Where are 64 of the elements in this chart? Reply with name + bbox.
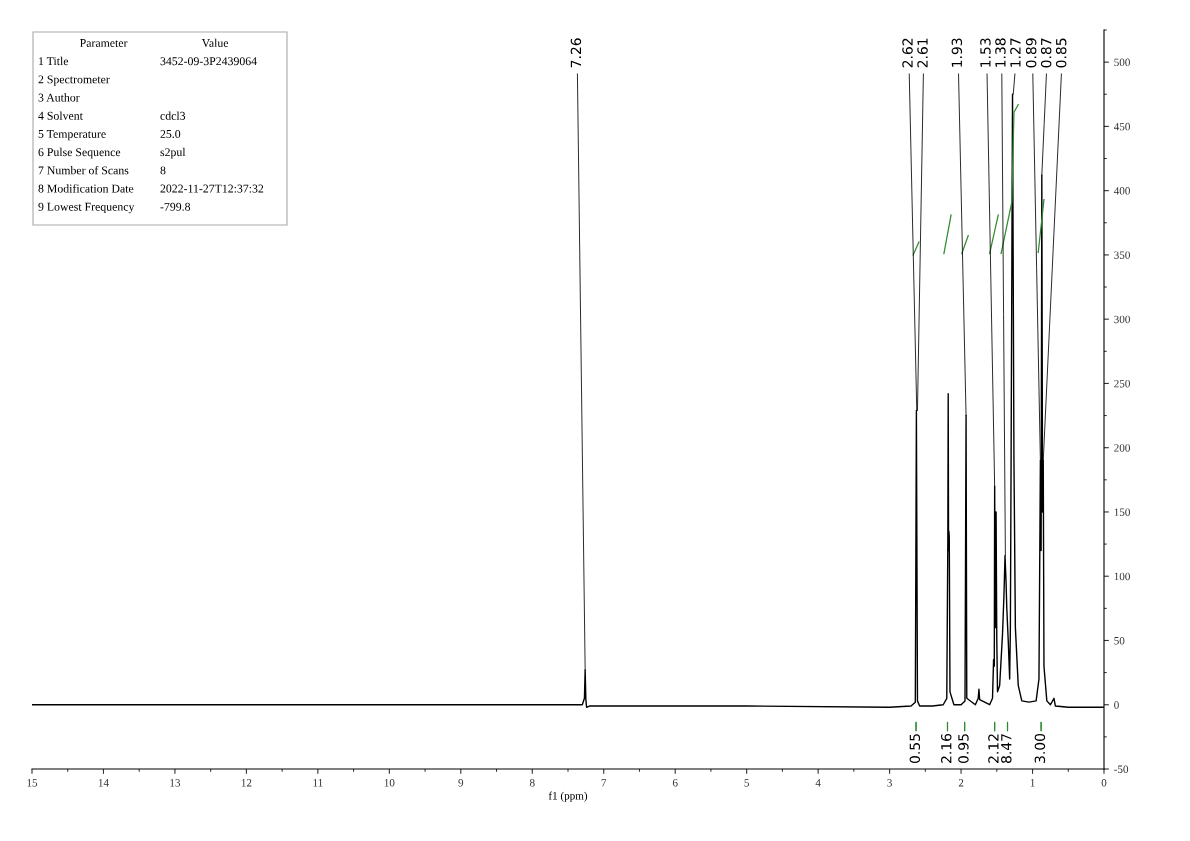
x-tick-label: 14	[98, 779, 109, 787]
x-tick-label: 1	[1030, 779, 1035, 787]
annotation: 0.95	[958, 734, 969, 764]
x-tick-label: 9	[458, 779, 464, 787]
annotation: 2.61	[917, 38, 928, 68]
x-tick-label: 2	[958, 779, 964, 787]
annotation: 5 Temperature	[38, 130, 106, 141]
y-tick-label: 350	[1114, 251, 1130, 259]
annotation: Parameter	[79, 39, 128, 47]
x-tick-label: 8	[529, 779, 535, 787]
annotation: 2022-11-27T12:37:32	[160, 184, 264, 193]
x-tick-label: 11	[313, 779, 323, 787]
x-tick-label: 10	[384, 779, 395, 787]
x-tick-label: 3	[887, 779, 892, 787]
annotation: 1 Title	[39, 56, 69, 66]
annotation: 8 Modification Date	[38, 184, 134, 193]
line-series	[1000, 103, 1019, 255]
annotation: 3.00	[1034, 733, 1046, 763]
y-tick-label: 400	[1113, 187, 1130, 195]
annotation: s2pul	[160, 147, 186, 159]
annotation: 8	[160, 166, 166, 175]
annotation: 1.38	[995, 38, 1006, 67]
annotation: 7 Number of Scans	[38, 165, 129, 175]
annotation: 0.55	[909, 734, 921, 764]
x-tick-label: 13	[170, 779, 181, 787]
y-tick-label: 150	[1114, 508, 1130, 516]
y-tick-label: 0	[1114, 701, 1119, 709]
y-tick-label: 100	[1114, 572, 1130, 581]
annotation: 1.27	[1010, 38, 1021, 67]
y-tick-label: 500	[1114, 58, 1130, 67]
x-axis-title: f1 (ppm)	[548, 791, 588, 802]
x-tick-label: 7	[601, 779, 607, 787]
annotation: Value	[201, 38, 229, 48]
annotation: 2.16	[941, 733, 952, 763]
annotation: 8.47	[1001, 734, 1012, 763]
x-tick-label: 15	[27, 779, 38, 787]
annotation: 2.62	[902, 38, 913, 68]
annotation: 9 Lowest Frequency	[38, 202, 135, 214]
y-tick-label: 200	[1114, 444, 1130, 452]
annotation: 25.0	[160, 129, 181, 139]
annotation: 1.53	[980, 38, 991, 67]
annotation: cdcl3	[160, 111, 186, 120]
annotation: 0.85	[1055, 38, 1067, 68]
y-tick-label: 250	[1114, 379, 1130, 388]
x-tick-label: 12	[241, 779, 252, 787]
annotation: 3452-09-3P2439064	[160, 57, 257, 66]
annotation: 3 Author	[38, 93, 80, 102]
annotation: 2.12	[988, 734, 999, 763]
annotation: -799.8	[160, 202, 191, 211]
y-tick-label: 300	[1114, 315, 1130, 324]
annotation: 6 Pulse Sequence	[38, 147, 121, 159]
annotation: 0.89	[1025, 38, 1037, 68]
annotation: 7.26	[570, 38, 582, 68]
annotation: 4 Solvent	[38, 111, 83, 120]
y-tick-label: -50	[1114, 765, 1129, 773]
y-tick-label: 450	[1113, 122, 1130, 131]
y-tick-label: 50	[1114, 636, 1125, 645]
annotation: 0.87	[1040, 38, 1052, 68]
annotation: 2 Spectrometer	[38, 75, 110, 86]
annotation: 1.93	[951, 38, 963, 67]
x-tick-label: 4	[815, 779, 821, 787]
x-tick-label: 5	[744, 779, 750, 787]
x-tick-label: 6	[672, 779, 678, 787]
x-tick-label: 0	[1101, 779, 1107, 787]
